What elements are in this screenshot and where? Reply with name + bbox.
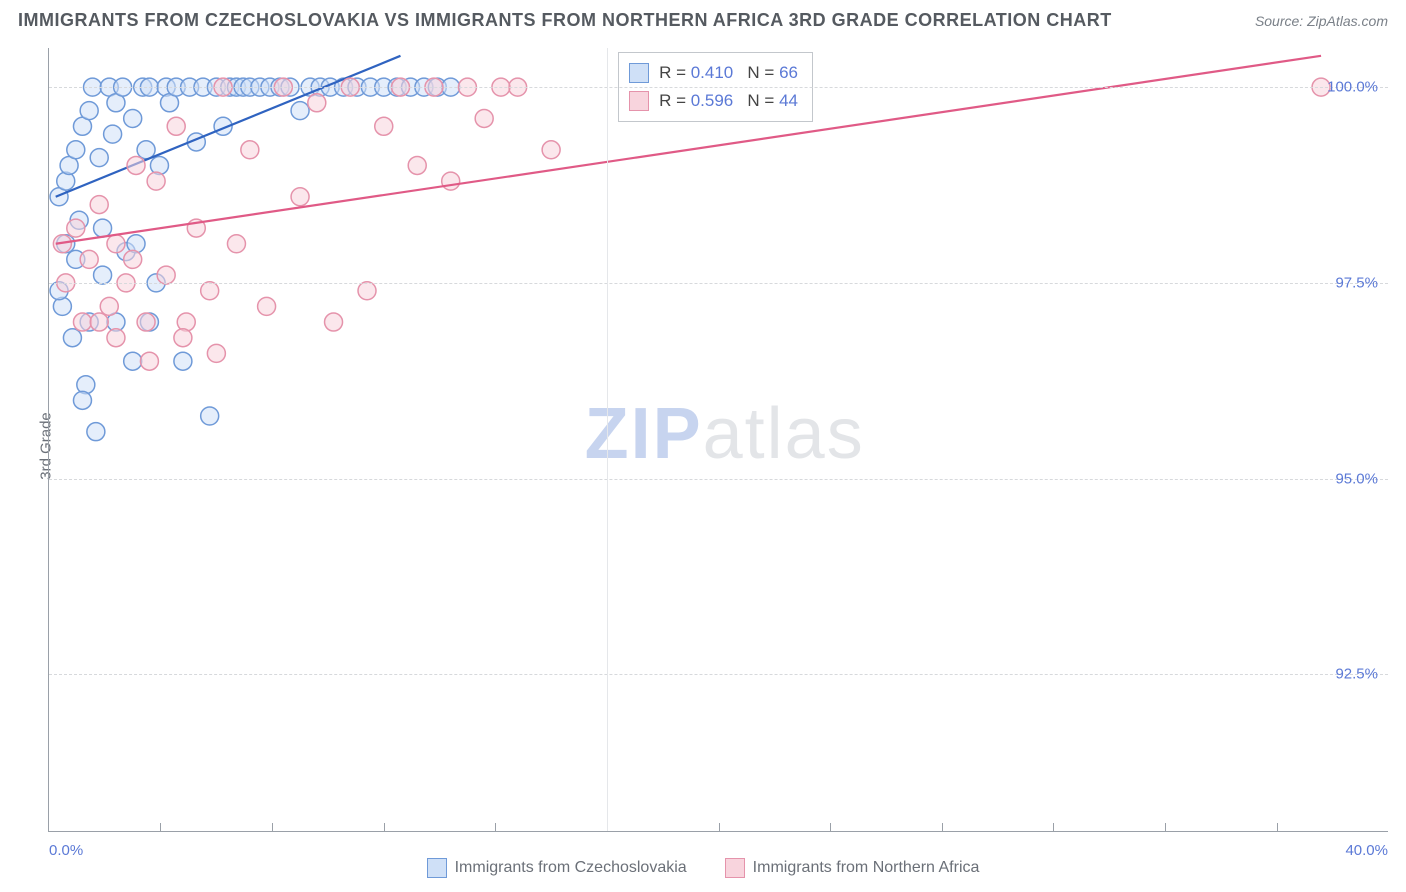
scatter-point	[358, 282, 376, 300]
scatter-point	[291, 102, 309, 120]
series-legend: Immigrants from Czechoslovakia Immigrants…	[0, 858, 1406, 878]
y-tick-label: 95.0%	[1335, 470, 1378, 487]
scatter-point	[308, 94, 326, 112]
scatter-point	[80, 102, 98, 120]
scatter-point	[53, 297, 71, 315]
x-tick-label: 40.0%	[1345, 842, 1388, 859]
scatter-point	[73, 313, 91, 331]
scatter-point	[94, 266, 112, 284]
scatter-point	[375, 117, 393, 135]
scatter-point	[542, 141, 560, 159]
chart-header: IMMIGRANTS FROM CZECHOSLOVAKIA VS IMMIGR…	[0, 0, 1406, 39]
scatter-point	[57, 172, 75, 190]
scatter-point	[174, 329, 192, 347]
scatter-point	[94, 219, 112, 237]
scatter-point	[325, 313, 343, 331]
scatter-point	[67, 219, 85, 237]
legend-swatch	[629, 63, 649, 83]
legend-label: Immigrants from Northern Africa	[753, 859, 980, 877]
scatter-point	[127, 235, 145, 253]
x-minor-tick	[495, 823, 496, 831]
source-attribution: Source: ZipAtlas.com	[1255, 13, 1388, 29]
scatter-point	[107, 235, 125, 253]
scatter-point	[201, 282, 219, 300]
scatter-point	[67, 141, 85, 159]
scatter-point	[140, 352, 158, 370]
legend-swatch	[629, 91, 649, 111]
scatter-point	[127, 156, 145, 174]
scatter-point	[63, 329, 81, 347]
scatter-point	[77, 376, 95, 394]
scatter-point	[90, 196, 108, 214]
source-link[interactable]: ZipAtlas.com	[1307, 13, 1388, 29]
y-tick-label: 100.0%	[1327, 79, 1378, 96]
x-minor-tick	[942, 823, 943, 831]
correlation-row: R = 0.596 N = 44	[629, 87, 798, 115]
scatter-point	[201, 407, 219, 425]
x-minor-tick	[1053, 823, 1054, 831]
x-tick-label: 0.0%	[49, 842, 83, 859]
correlation-values: R = 0.596 N = 44	[659, 87, 798, 115]
plot-area: R = 0.410 N = 66R = 0.596 N = 44 ZIPatla…	[48, 48, 1388, 832]
scatter-point	[107, 329, 125, 347]
scatter-point	[137, 313, 155, 331]
scatter-point	[174, 352, 192, 370]
scatter-point	[291, 188, 309, 206]
scatter-point	[124, 109, 142, 127]
scatter-point	[80, 250, 98, 268]
gridline-h	[49, 479, 1388, 480]
scatter-point	[104, 125, 122, 143]
scatter-point	[207, 344, 225, 362]
legend-swatch	[427, 858, 447, 878]
x-minor-tick	[160, 823, 161, 831]
scatter-point	[90, 313, 108, 331]
scatter-point	[442, 172, 460, 190]
scatter-point	[157, 266, 175, 284]
scatter-point	[124, 352, 142, 370]
correlation-row: R = 0.410 N = 66	[629, 59, 798, 87]
legend-item: Immigrants from Czechoslovakia	[427, 858, 687, 878]
legend-label: Immigrants from Czechoslovakia	[455, 859, 687, 877]
x-minor-tick	[272, 823, 273, 831]
x-minor-tick	[1165, 823, 1166, 831]
gridline-h	[49, 674, 1388, 675]
x-minor-tick	[384, 823, 385, 831]
legend-swatch	[725, 858, 745, 878]
scatter-point	[177, 313, 195, 331]
chart-svg	[49, 48, 1388, 831]
correlation-values: R = 0.410 N = 66	[659, 59, 798, 87]
scatter-point	[475, 109, 493, 127]
scatter-point	[227, 235, 245, 253]
x-minor-tick	[1277, 823, 1278, 831]
y-tick-label: 97.5%	[1335, 274, 1378, 291]
source-prefix: Source:	[1255, 13, 1307, 29]
gridline-v	[607, 48, 608, 831]
scatter-point	[150, 156, 168, 174]
scatter-point	[258, 297, 276, 315]
x-minor-tick	[830, 823, 831, 831]
scatter-point	[124, 250, 142, 268]
scatter-point	[408, 156, 426, 174]
scatter-point	[73, 391, 91, 409]
x-minor-tick	[719, 823, 720, 831]
legend-item: Immigrants from Northern Africa	[725, 858, 980, 878]
chart-title: IMMIGRANTS FROM CZECHOSLOVAKIA VS IMMIGR…	[18, 10, 1112, 31]
scatter-point	[87, 423, 105, 441]
scatter-point	[100, 297, 118, 315]
scatter-point	[167, 117, 185, 135]
scatter-point	[241, 141, 259, 159]
gridline-h	[49, 87, 1388, 88]
scatter-point	[147, 172, 165, 190]
scatter-point	[90, 149, 108, 167]
y-tick-label: 92.5%	[1335, 666, 1378, 683]
gridline-h	[49, 283, 1388, 284]
